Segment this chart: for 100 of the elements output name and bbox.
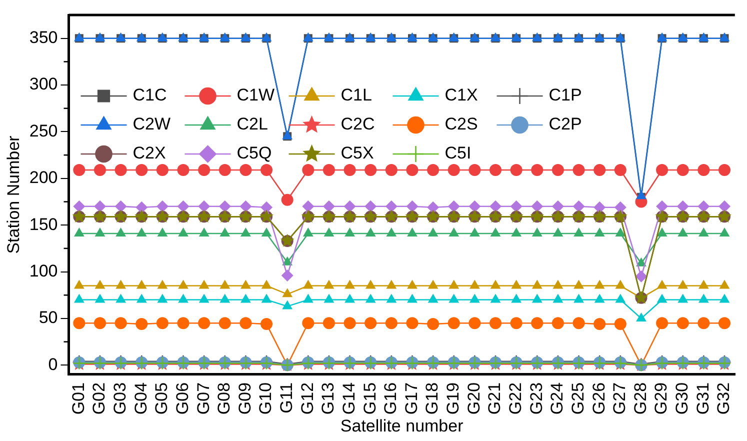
- point: [198, 227, 210, 236]
- point: [511, 294, 522, 303]
- point: [407, 227, 418, 236]
- point: [718, 200, 730, 212]
- point: [322, 317, 335, 330]
- y-tick-label: 150: [29, 214, 58, 234]
- x-tick-label: G20: [464, 382, 484, 415]
- point: [448, 280, 460, 289]
- y-tick-label: 300: [29, 74, 58, 94]
- point: [94, 164, 106, 176]
- point: [406, 317, 418, 330]
- point: [614, 318, 626, 330]
- point: [718, 164, 730, 176]
- point: [157, 227, 168, 236]
- point: [406, 164, 418, 176]
- point: [676, 164, 689, 176]
- point: [302, 317, 314, 330]
- point: [218, 200, 231, 212]
- x-tick-label: G10: [256, 382, 276, 415]
- point: [490, 200, 502, 212]
- point: [698, 294, 709, 303]
- point: [220, 227, 230, 236]
- point: [469, 280, 480, 289]
- point: [281, 194, 294, 206]
- point: [220, 294, 230, 303]
- point: [94, 294, 106, 303]
- point: [324, 280, 334, 289]
- x-tick-label: G17: [402, 382, 421, 415]
- point: [594, 280, 605, 289]
- point: [427, 164, 440, 176]
- x-tick-label: G16: [381, 382, 400, 415]
- point: [511, 227, 522, 236]
- x-tick-label: G19: [444, 382, 463, 415]
- point: [114, 200, 127, 212]
- point: [156, 317, 168, 330]
- point: [656, 280, 668, 289]
- point: [364, 200, 377, 212]
- point: [136, 280, 147, 289]
- point: [719, 227, 730, 236]
- point: [552, 164, 564, 176]
- point: [74, 227, 84, 236]
- point: [178, 294, 188, 303]
- legend-label: C1C: [132, 86, 167, 105]
- point: [94, 317, 106, 330]
- point: [532, 294, 542, 303]
- point: [116, 227, 126, 236]
- point: [448, 200, 460, 212]
- point: [260, 318, 273, 330]
- point: [385, 164, 398, 176]
- point: [594, 227, 605, 236]
- point: [676, 317, 689, 330]
- point: [240, 164, 252, 176]
- x-tick-label: G27: [610, 382, 630, 415]
- point: [136, 201, 148, 214]
- y-tick-label: 200: [29, 168, 58, 188]
- point: [698, 164, 710, 176]
- point: [365, 294, 376, 303]
- legend-label: C2S: [444, 114, 478, 134]
- point: [116, 280, 126, 289]
- point: [73, 317, 86, 330]
- point: [656, 200, 668, 212]
- point: [114, 164, 127, 176]
- point: [510, 164, 522, 176]
- point: [324, 294, 334, 303]
- x-tick-label: G32: [714, 382, 734, 415]
- point: [136, 294, 147, 303]
- x-tick-label: G25: [568, 382, 588, 415]
- x-tick-label: G24: [548, 382, 567, 415]
- x-tick-label: G26: [589, 382, 608, 415]
- point: [552, 280, 564, 289]
- point: [94, 227, 106, 236]
- legend-label: C2X: [132, 144, 166, 163]
- point: [718, 317, 730, 330]
- point: [427, 201, 440, 214]
- point: [261, 294, 272, 303]
- legend-label: C2W: [132, 114, 171, 134]
- point: [719, 280, 730, 289]
- x-tick-label: G07: [194, 382, 213, 415]
- point: [636, 312, 646, 322]
- point: [344, 294, 355, 303]
- legend-label: C1W: [236, 86, 275, 105]
- point: [282, 300, 293, 310]
- point: [427, 318, 440, 330]
- point: [322, 200, 335, 212]
- x-tick-label: G03: [110, 382, 130, 415]
- point: [574, 280, 584, 289]
- point: [240, 227, 251, 236]
- point: [261, 280, 272, 289]
- point: [94, 200, 106, 212]
- x-tick-label: G23: [526, 382, 546, 415]
- point: [302, 227, 314, 236]
- point: [302, 294, 314, 303]
- point: [468, 164, 481, 176]
- x-tick-label: G09: [235, 382, 254, 415]
- legend-label: C1X: [444, 86, 478, 105]
- x-tick-label: G22: [506, 382, 526, 415]
- point: [114, 317, 127, 330]
- point: [344, 164, 356, 176]
- point: [260, 164, 273, 176]
- point: [428, 294, 438, 303]
